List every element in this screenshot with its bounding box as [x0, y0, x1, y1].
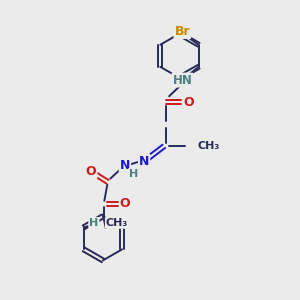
Text: H: H	[129, 169, 138, 179]
Text: N: N	[120, 159, 130, 172]
Text: HN: HN	[172, 74, 192, 87]
Text: O: O	[86, 165, 96, 178]
Text: N: N	[139, 154, 149, 167]
Text: H: H	[89, 218, 98, 228]
Text: CH₃: CH₃	[106, 218, 128, 228]
Text: O: O	[120, 197, 130, 210]
Text: O: O	[183, 96, 194, 109]
Text: Br: Br	[175, 25, 190, 38]
Text: CH₃: CH₃	[197, 141, 219, 151]
Text: N: N	[107, 216, 118, 230]
